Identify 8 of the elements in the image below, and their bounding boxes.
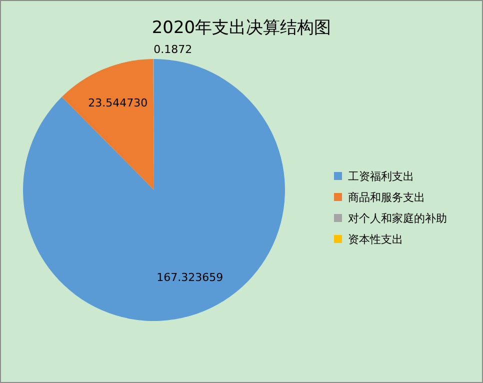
chart-title: 2020年支出决算结构图 [152, 18, 332, 38]
legend-label: 资本性支出 [348, 232, 403, 246]
data-label: 0.1872 [154, 42, 192, 56]
data-label: 167.323659 [156, 271, 224, 284]
legend-label: 商品和服务支出 [348, 190, 425, 204]
legend-label: 对个人和家庭的补助 [348, 212, 447, 225]
legend-label: 工资福利支出 [348, 170, 414, 183]
data-label: 23.544730 [88, 96, 148, 110]
